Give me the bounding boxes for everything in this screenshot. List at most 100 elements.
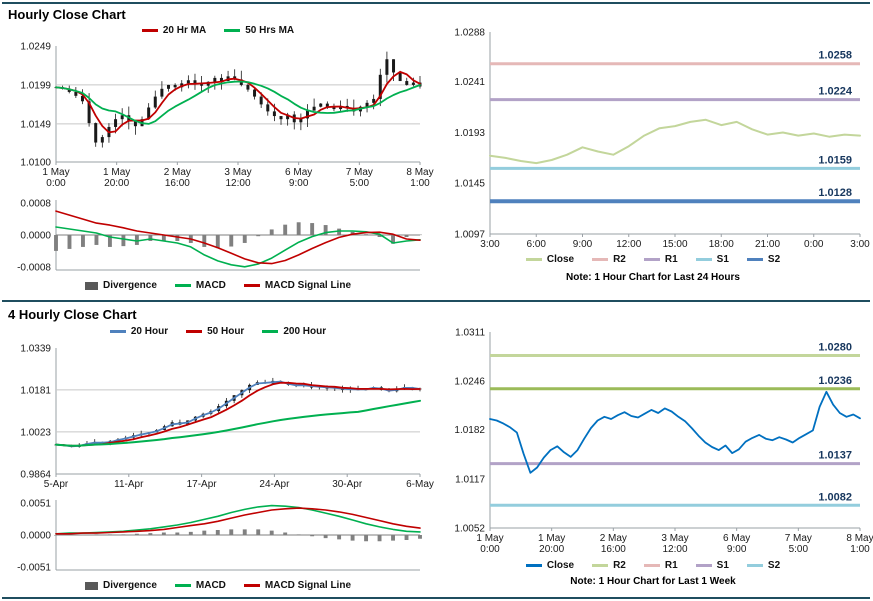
svg-text:6 May: 6 May [723,533,750,544]
svg-text:20:00: 20:00 [539,544,564,555]
legend-swatch [84,281,98,290]
divergence-bars [54,222,422,251]
svg-text:2 May: 2 May [600,533,627,544]
legend-swatch [243,584,260,587]
bottom-divider [2,597,870,599]
fourhourly-ma-legend: 20 Hour 50 Hour 200 Hour [8,326,428,337]
legend-label: S1 [716,254,729,265]
legend-swatch [243,284,260,287]
legend-item-r1: R1 [643,254,678,265]
legend-label: Divergence [102,280,157,291]
legend-item-r2: R2 [592,560,626,571]
y-axis-labels: -0.0051 0.0000 0.0051 [17,499,51,574]
svg-text:6:00: 6:00 [527,239,547,250]
legend-label: S2 [767,560,781,571]
svg-text:1.0258: 1.0258 [818,50,852,62]
hourly-pivot-chart: 1.0097 1.0145 1.0193 1.0241 1.0288 3:00 6:00 9:… [438,26,870,252]
legend-item-macd: MACD [174,280,226,291]
svg-text:12:00: 12:00 [616,239,641,250]
svg-text:9:00: 9:00 [289,178,309,189]
svg-text:1.0023: 1.0023 [20,427,51,438]
legend-swatch [141,29,158,32]
legend-swatch [643,258,660,261]
svg-text:6-May: 6-May [406,479,434,490]
legend-label: R2 [613,254,626,265]
series-MACD [55,504,421,535]
svg-text:1 May: 1 May [103,167,130,178]
legend-item-r1: R1 [643,560,678,571]
svg-text:8 May: 8 May [846,533,873,544]
svg-text:0.0008: 0.0008 [20,199,51,210]
svg-text:1.0249: 1.0249 [20,42,51,53]
fourhourly-section-title: 4 Hourly Close Chart [8,307,137,322]
hourly-section-title: Hourly Close Chart [8,7,126,22]
svg-text:1.0241: 1.0241 [454,77,485,88]
legend-swatch [695,564,712,567]
svg-text:16:00: 16:00 [601,544,626,555]
y-axis-labels: 0.9864 1.0023 1.0181 1.0339 [20,344,51,481]
svg-text:30-Apr: 30-Apr [332,479,363,490]
svg-text:0:00: 0:00 [480,544,500,555]
hourly-price-chart: 1.0100 1.0149 1.0199 1.0249 1 May 0:00 1 May 20… [8,40,433,192]
svg-text:1.0182: 1.0182 [454,425,485,436]
hourly-note: Note: 1 Hour Chart for Last 24 Hours [566,272,740,283]
svg-text:1.0145: 1.0145 [454,179,485,190]
legend-swatch [695,258,712,261]
legend-swatch [525,258,542,261]
svg-text:5-Apr: 5-Apr [44,479,69,490]
svg-text:1.0052: 1.0052 [454,524,485,535]
svg-text:5:00: 5:00 [789,544,809,555]
svg-text:3:00: 3:00 [850,239,870,250]
legend-item-50-hrs-ma: 50 Hrs MA [224,25,294,36]
svg-text:17-Apr: 17-Apr [187,479,218,490]
svg-text:0.0000: 0.0000 [20,531,51,542]
top-divider [2,2,870,4]
y-axis-labels: 1.0097 1.0145 1.0193 1.0241 1.0288 [454,28,485,241]
svg-text:1.0100: 1.0100 [20,158,51,169]
svg-text:1.0117: 1.0117 [455,474,485,485]
svg-text:24-Apr: 24-Apr [259,479,290,490]
svg-text:1.0082: 1.0082 [818,491,852,503]
svg-text:1.0097: 1.0097 [454,230,485,241]
legend-swatch [186,330,203,333]
legend-swatch [109,330,126,333]
legend-label: R1 [664,560,678,571]
svg-text:0:00: 0:00 [804,239,824,250]
svg-text:1 May: 1 May [538,533,565,544]
series-MACD Signal Line [55,210,421,265]
legend-swatch [592,258,609,261]
svg-text:21:00: 21:00 [755,239,780,250]
svg-text:1.0199: 1.0199 [20,80,51,91]
series-Close [489,390,861,474]
svg-text:1.0159: 1.0159 [818,154,852,166]
y-axis-labels: -0.0008 0.0000 0.0008 [17,199,51,274]
legend-swatch [174,584,191,587]
svg-text:1 May: 1 May [476,533,503,544]
series-200 Hour [55,399,421,447]
legend-swatch [746,564,763,567]
svg-text:20:00: 20:00 [104,178,129,189]
legend-swatch [84,581,98,590]
series-20 Hour [55,380,421,448]
svg-text:1:00: 1:00 [850,544,870,555]
svg-text:1.0246: 1.0246 [454,377,485,388]
svg-text:1.0224: 1.0224 [818,86,853,98]
legend-label: S2 [767,254,781,265]
divergence-bars [54,529,422,542]
legend-label: Divergence [102,580,157,591]
svg-text:1.0280: 1.0280 [818,341,852,353]
svg-text:7 May: 7 May [785,533,812,544]
x-axis-labels: 5-Apr 11-Apr 17-Apr 24-Apr 30-Apr 6-May [44,474,434,490]
legend-item-divergence: Divergence [84,580,157,591]
legend-item-20-hr-ma: 20 Hr MA [141,25,206,36]
svg-text:0.0051: 0.0051 [20,499,51,510]
legend-item-s1: S1 [695,560,729,571]
legend-label: 50 Hrs MA [245,25,295,36]
legend-swatch [262,330,279,333]
legend-item-macd: MACD [174,580,226,591]
weekly-note: Note: 1 Hour Chart for Last 1 Week [570,576,736,587]
series-Close [489,118,861,165]
